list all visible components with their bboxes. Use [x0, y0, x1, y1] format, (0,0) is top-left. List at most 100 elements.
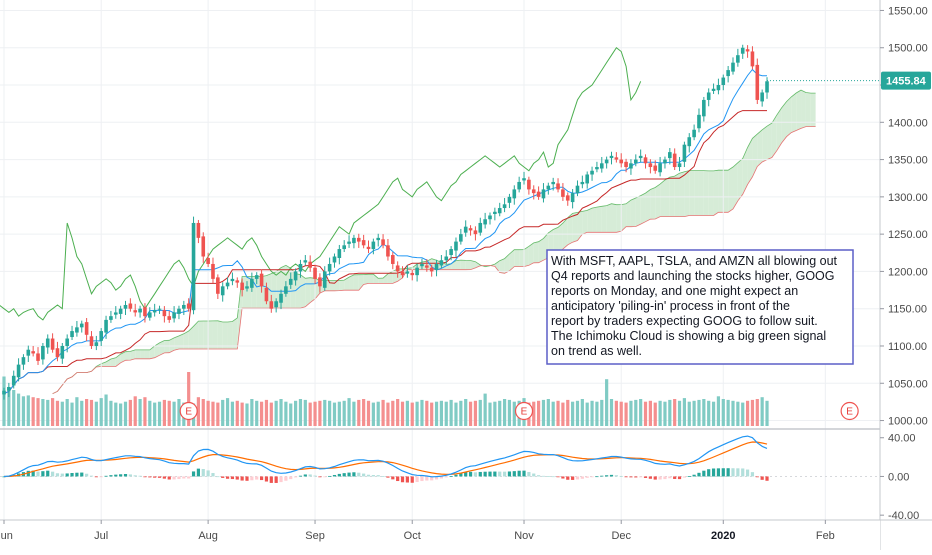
- candlestick[interactable]: [429, 264, 434, 277]
- candlestick[interactable]: [663, 156, 667, 169]
- candlestick[interactable]: [298, 259, 303, 278]
- candlestick[interactable]: [522, 171, 526, 185]
- price-scale-background[interactable]: [880, 0, 932, 550]
- candlestick[interactable]: [177, 305, 181, 320]
- candlestick[interactable]: [536, 186, 541, 200]
- earnings-marker[interactable]: E: [179, 401, 198, 421]
- candlestick[interactable]: [527, 176, 531, 195]
- candlestick[interactable]: [2, 387, 6, 400]
- candlestick[interactable]: [337, 244, 342, 265]
- candlestick[interactable]: [463, 220, 468, 237]
- candlestick[interactable]: [94, 335, 99, 351]
- candlestick[interactable]: [570, 189, 575, 209]
- candlestick[interactable]: [220, 282, 225, 302]
- candlestick[interactable]: [216, 274, 220, 300]
- candlestick[interactable]: [293, 268, 298, 286]
- candlestick[interactable]: [75, 321, 79, 337]
- candlestick[interactable]: [493, 207, 497, 221]
- candlestick[interactable]: [172, 306, 176, 323]
- note-box[interactable]: [546, 249, 854, 365]
- candlestick[interactable]: [449, 246, 453, 261]
- candlestick[interactable]: [585, 171, 589, 189]
- candlestick[interactable]: [687, 133, 692, 153]
- candlestick[interactable]: [531, 185, 536, 200]
- candlestick[interactable]: [502, 197, 507, 213]
- candlestick[interactable]: [99, 328, 103, 346]
- candlestick[interactable]: [201, 232, 206, 263]
- candlestick[interactable]: [507, 193, 512, 209]
- candlestick[interactable]: [468, 225, 473, 236]
- candlestick[interactable]: [376, 233, 381, 247]
- candlestick[interactable]: [254, 272, 259, 285]
- candlestick[interactable]: [230, 272, 235, 286]
- candlestick[interactable]: [488, 212, 492, 225]
- candlestick[interactable]: [400, 266, 405, 279]
- candlestick[interactable]: [575, 180, 580, 197]
- candlestick[interactable]: [143, 303, 147, 323]
- candlestick[interactable]: [561, 183, 565, 201]
- candlestick[interactable]: [16, 358, 21, 382]
- candlestick[interactable]: [50, 333, 55, 353]
- candlestick[interactable]: [624, 158, 628, 173]
- candlestick[interactable]: [138, 305, 142, 318]
- candlestick[interactable]: [308, 255, 312, 272]
- candlestick[interactable]: [361, 234, 366, 249]
- candlestick[interactable]: [556, 178, 560, 193]
- candlestick[interactable]: [352, 234, 356, 249]
- candlestick[interactable]: [313, 264, 317, 285]
- candlestick[interactable]: [517, 176, 521, 193]
- candlestick[interactable]: [726, 66, 730, 83]
- earnings-marker[interactable]: E: [514, 401, 534, 421]
- candlestick[interactable]: [454, 237, 458, 257]
- candlestick[interactable]: [497, 202, 502, 217]
- candlestick[interactable]: [182, 300, 186, 316]
- candlestick[interactable]: [322, 266, 327, 291]
- candlestick[interactable]: [31, 345, 35, 357]
- candlestick[interactable]: [371, 238, 376, 255]
- candlestick[interactable]: [658, 156, 662, 177]
- candlestick[interactable]: [444, 250, 449, 265]
- candlestick[interactable]: [36, 347, 40, 365]
- candlestick[interactable]: [565, 192, 570, 206]
- candlestick[interactable]: [483, 212, 487, 229]
- candlestick[interactable]: [629, 159, 633, 175]
- candlestick[interactable]: [366, 240, 371, 254]
- candlestick[interactable]: [327, 257, 332, 276]
- candlestick[interactable]: [677, 156, 682, 172]
- candlestick[interactable]: [546, 182, 551, 195]
- candlestick[interactable]: [279, 289, 283, 310]
- candlestick[interactable]: [648, 159, 653, 174]
- candlestick[interactable]: [41, 343, 45, 365]
- candlestick[interactable]: [619, 153, 624, 168]
- candlestick[interactable]: [405, 265, 410, 278]
- candlestick[interactable]: [653, 160, 658, 174]
- candlestick[interactable]: [84, 318, 89, 342]
- candlestick[interactable]: [264, 282, 269, 305]
- candlestick[interactable]: [318, 273, 322, 293]
- candlestick[interactable]: [434, 259, 439, 277]
- candlestick[interactable]: [590, 166, 594, 181]
- candlestick[interactable]: [250, 272, 254, 292]
- candlestick[interactable]: [123, 300, 128, 316]
- candlestick[interactable]: [55, 341, 60, 362]
- candlestick[interactable]: [415, 263, 419, 282]
- candlestick[interactable]: [721, 74, 726, 91]
- candlestick[interactable]: [634, 154, 638, 167]
- candlestick[interactable]: [551, 177, 555, 191]
- candlestick[interactable]: [45, 334, 50, 354]
- candlestick[interactable]: [89, 331, 94, 349]
- candlestick[interactable]: [186, 298, 191, 312]
- candlestick[interactable]: [342, 240, 346, 253]
- candlestick[interactable]: [128, 298, 133, 312]
- candlestick[interactable]: [240, 278, 244, 297]
- candlestick[interactable]: [133, 303, 138, 317]
- candlestick[interactable]: [604, 156, 609, 169]
- candlestick[interactable]: [245, 281, 249, 292]
- candlestick[interactable]: [191, 216, 196, 315]
- candlestick[interactable]: [668, 148, 672, 165]
- candlestick[interactable]: [459, 228, 463, 245]
- candlestick[interactable]: [682, 141, 687, 168]
- candlestick[interactable]: [692, 124, 696, 141]
